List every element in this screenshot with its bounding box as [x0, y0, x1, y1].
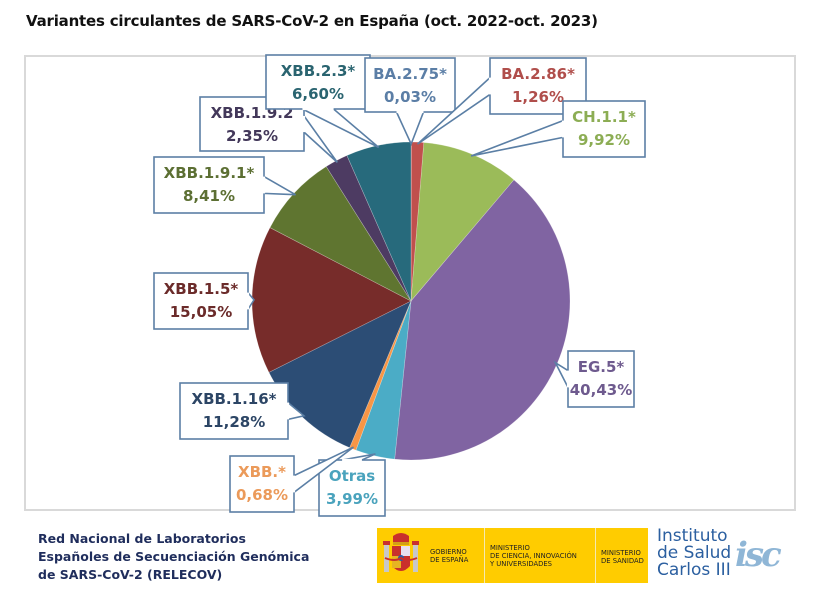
callout-ba-2-75: BA.2.75* 0,03% — [364, 57, 456, 114]
chart-title: Variantes circulantes de SARS-CoV-2 en E… — [26, 12, 598, 30]
callout-box — [179, 382, 289, 440]
network-line-2: Españoles de Secuenciación Genómica — [38, 549, 310, 564]
callout-value: 40,43% — [570, 381, 632, 399]
callout-xbb-1-16: XBB.1.16* 11,28% — [179, 382, 290, 440]
callout-label: BA.2.75* — [373, 65, 447, 83]
callout-label: XBB.1.5* — [164, 280, 239, 298]
coat-of-arms-icon — [383, 533, 419, 572]
callout-leader-eg-5 — [553, 360, 569, 388]
callout-box — [153, 272, 249, 330]
callout-eg-5: EG.5* 40,43% — [566, 350, 635, 408]
relecov-network-text: Red Nacional de Laboratorios Españoles d… — [38, 530, 309, 584]
callout-label: CH.1.1* — [572, 108, 636, 126]
callout-xbb-1-9-1: XBB.1.9.1* 8,41% — [153, 156, 266, 214]
callout-value: 8,41% — [183, 187, 235, 205]
gobierno-espana-text: GOBIERNO DE ESPAÑA — [430, 548, 469, 564]
callout-box — [229, 455, 295, 513]
callout-label: Otras — [329, 467, 375, 485]
pie-slice-xbb — [349, 300, 412, 451]
callout-value: 2,35% — [226, 127, 278, 145]
callout-label: BA.2.86* — [501, 65, 575, 83]
isciii-logo-icon: isc — [735, 535, 782, 575]
ministerio-ciencia-text: MINISTERIO DE CIENCIA, INNOVACIÓN Y UNIV… — [490, 544, 577, 568]
callout-label: XBB.* — [238, 463, 286, 481]
callout-otras: Otras 3,99% — [318, 458, 386, 517]
callout-ch-1-1: CH.1.1* 9,92% — [561, 100, 646, 158]
pie-slice-ch-1-1 — [410, 142, 515, 302]
callout-value: 15,05% — [170, 303, 232, 321]
pie-slice-otras — [355, 300, 412, 460]
network-line-1: Red Nacional de Laboratorios — [38, 531, 246, 546]
callout-box — [562, 100, 646, 158]
logo-divider — [484, 528, 485, 583]
callout-box — [318, 459, 386, 517]
callout-label: XBB.2.3* — [281, 62, 356, 80]
logo-divider — [595, 528, 596, 583]
government-logo-band: GOBIERNO DE ESPAÑA MINISTERIO DE CIENCIA… — [377, 528, 648, 583]
isciii-text: Instituto de Salud Carlos III — [657, 526, 732, 580]
callout-value: 0,03% — [384, 88, 436, 106]
callout-leader-ch-1-1 — [470, 119, 564, 157]
callout-value: 1,26% — [512, 88, 564, 106]
callout-xbb-2-3: XBB.2.3* 6,60% — [265, 54, 371, 111]
callout-leader-ba-2-75 — [395, 111, 425, 147]
callout-value: 0,68% — [236, 486, 288, 504]
callout-value: 9,92% — [578, 131, 630, 149]
callout-label: XBB.1.16* — [192, 390, 277, 408]
callout-value: 6,60% — [292, 85, 344, 103]
pie-slices — [251, 141, 571, 461]
ministerio-sanidad-text: MINISTERIO DE SANIDAD — [601, 549, 644, 565]
callout-label: XBB.1.9.1* — [164, 164, 255, 182]
callout-leader-xbb-1-9-1 — [263, 175, 296, 196]
callout-box — [364, 57, 456, 113]
callouts: XBB.1.9.22,35%XBB.2.3*6,60%BA.2.75*0,03%… — [153, 54, 646, 517]
network-line-3: de SARS-CoV-2 (RELECOV) — [38, 567, 223, 582]
callout-box — [567, 350, 635, 408]
callout-label: EG.5* — [578, 358, 625, 376]
callout-value: 11,28% — [203, 413, 265, 431]
callout-xbb: XBB.* 0,68% — [229, 455, 296, 513]
callout-xbb-1-5: XBB.1.5* 15,05% — [153, 272, 250, 330]
pie-slice-xbb-1-16 — [268, 300, 412, 449]
callout-value: 3,99% — [326, 490, 378, 508]
